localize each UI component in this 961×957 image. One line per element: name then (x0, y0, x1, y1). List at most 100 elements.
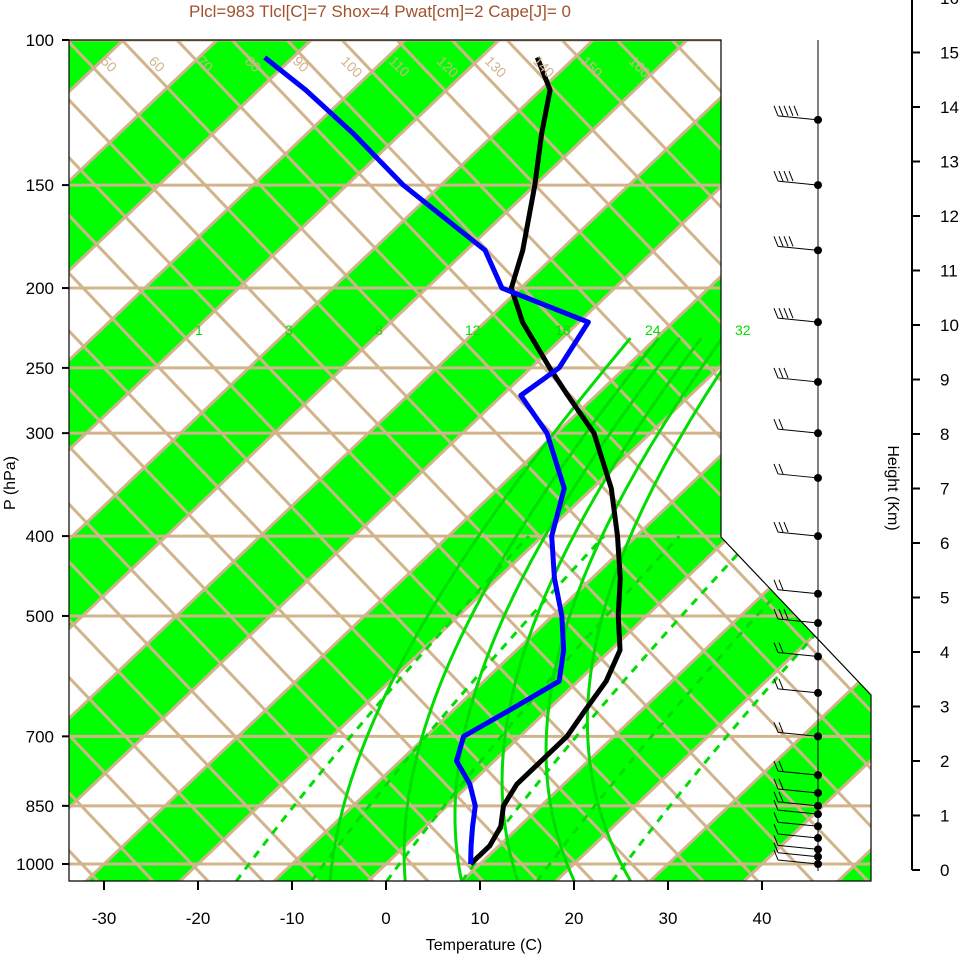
x-tick-label: 20 (565, 909, 584, 928)
wind-barb (777, 688, 819, 694)
isotherm-line (69, 40, 728, 881)
wind-barb-flag (788, 170, 794, 182)
wind-barb (777, 473, 819, 479)
wind-barb-flag (773, 367, 779, 379)
wind-barb-flag (778, 678, 784, 690)
wind-barb-flag (778, 722, 784, 733)
isotherm-line (443, 40, 871, 881)
wind-barb-flag (788, 105, 794, 117)
isotherm-line (69, 40, 446, 881)
dry-adiabat-line (399, 40, 871, 881)
x-axis: -30 -20 -10 0 10 20 30 40 (92, 881, 772, 928)
y-tick-label: 400 (26, 527, 54, 546)
height-tick-label: 5 (940, 589, 949, 608)
wind-barb-flag (778, 307, 784, 319)
wind-barb-flag (783, 521, 789, 533)
wind-barb-flag (773, 835, 779, 846)
height-tick-label: 6 (940, 534, 949, 553)
temperature-profile-line (468, 56, 623, 866)
chart-title: Plcl=983 Tlcl[C]=7 Shox=4 Pwat[cm]=2 Cap… (189, 2, 571, 21)
height-tick-label: 2 (940, 752, 949, 771)
wind-barb-flag (783, 608, 789, 620)
height-tick-label: 0 (940, 861, 949, 880)
wind-barb (777, 531, 819, 537)
wind-barb-flag (778, 760, 784, 772)
x-axis-title: Temperature (C) (426, 937, 542, 954)
wind-barb (777, 652, 819, 658)
wind-barb-flag (793, 105, 799, 117)
height-tick-label: 7 (940, 480, 949, 499)
wind-barb (777, 801, 819, 807)
wind-barb (777, 809, 819, 815)
isotherm-line (537, 40, 871, 881)
y-tick-label: 1000 (16, 855, 54, 874)
y-tick-label: 850 (26, 797, 54, 816)
dry-adiabat-line (124, 40, 871, 881)
wind-barb-flag (773, 608, 779, 620)
isotherm-line (631, 40, 871, 881)
dry-adiabat-line (69, 40, 633, 881)
isotherm-label: 100 (338, 53, 366, 81)
wind-barb-flag (778, 791, 784, 803)
dry-adiabat-line (69, 40, 853, 881)
wind-barb (777, 852, 819, 858)
wind-barb-flag (773, 791, 779, 803)
dry-adiabat-line (69, 40, 743, 881)
dry-adiabat-line (69, 40, 798, 881)
y-tick-label: 500 (26, 607, 54, 626)
wind-barb (777, 618, 819, 624)
wind-barb-flag (773, 521, 779, 533)
green-band (69, 40, 871, 881)
x-tick-label: -20 (186, 909, 211, 928)
x-tick-label: -10 (280, 909, 305, 928)
dewpoint-profile-line (263, 55, 591, 865)
dry-adiabat-line (69, 40, 871, 881)
y-axis: 100 150 200 250 300 400 500 700 850 1000 (16, 31, 69, 874)
mixing-ratio-label: 12 (465, 322, 481, 338)
mixing-ratio-label: 3 (285, 322, 293, 338)
plot-border (68, 39, 872, 882)
dry-adiabat-line (69, 40, 358, 881)
wind-barb-flag (773, 236, 779, 247)
dry-adiabat-line (69, 40, 248, 881)
wind-barb (777, 180, 819, 186)
mixing-ratio-line (535, 535, 831, 881)
wind-barb-flag (773, 579, 779, 590)
wind-barb-flag (778, 418, 784, 430)
wind-barb-flag (783, 307, 789, 319)
mixing-ratio-label: 1 (195, 322, 203, 338)
wind-barb-flag (773, 823, 779, 835)
wind-barb-flag (778, 367, 784, 379)
isotherm-line (69, 40, 70, 881)
green-band (69, 40, 539, 881)
height-axis: 012345678910111213141516 (911, 0, 959, 880)
x-tick-label: -30 (92, 909, 117, 928)
dry-adiabat-line (896, 0, 961, 921)
dry-adiabat-line (69, 40, 688, 881)
wind-barb-flag (773, 307, 779, 319)
y-tick-label: 100 (26, 31, 54, 50)
wind-barb-flag (773, 170, 779, 182)
dry-adiabat-line (69, 40, 468, 881)
isotherm-line (69, 40, 540, 881)
wind-barb (777, 731, 819, 737)
dry-adiabat-line (69, 40, 578, 881)
wind-barb-flag (773, 760, 779, 772)
wind-barb (777, 317, 819, 323)
wind-barb (777, 377, 819, 383)
wind-barb (777, 859, 819, 865)
x-tick-label: 40 (753, 909, 772, 928)
isotherm-line (69, 40, 634, 881)
dry-adiabat-line (454, 40, 871, 881)
wind-barb-flag (783, 105, 789, 117)
wind-barb-flag (773, 105, 779, 117)
isotherm-line (69, 40, 352, 881)
y-tick-label: 200 (26, 279, 54, 298)
height-tick-label: 14 (940, 98, 959, 117)
dry-adiabat-line (69, 40, 413, 881)
height-tick-label: 12 (940, 207, 959, 226)
wind-barb (777, 245, 819, 251)
y-tick-label: 700 (26, 727, 54, 746)
height-tick-label: 13 (940, 153, 959, 172)
wind-barb (777, 428, 819, 434)
